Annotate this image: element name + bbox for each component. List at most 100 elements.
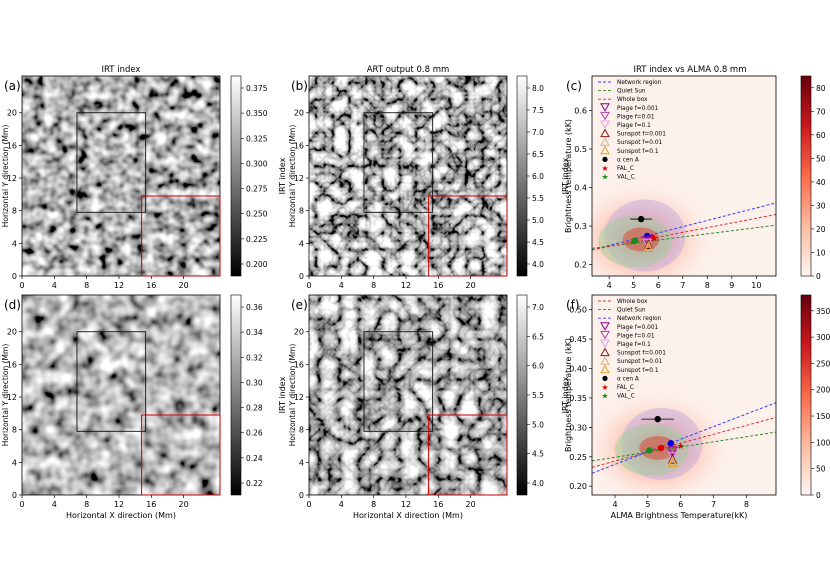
legend-swatch [600,322,610,331]
xtick-label: 20 [466,281,476,290]
density-layer [592,179,719,276]
colorbar-d [230,294,242,496]
colorbar-tick-label: 250 [816,359,830,368]
legend-entry: Sunspot f=0.001 [617,132,666,138]
legend-entry: α cen A [617,376,639,382]
xtick-label: 0 [19,500,24,509]
xtick-label: 8 [84,281,89,290]
ytick-label: 12 [294,393,304,402]
panel-d: 0 4 8 12 16 20 0 4 8 12 16 20 (d) Horizontal Y direct… [1,294,287,520]
xtick-label: 0 [306,281,311,290]
map-image-d [22,295,220,495]
point-val-c: ★ [628,238,636,248]
xtick-label: 4 [612,500,617,509]
point-sunspot-f-0-001 [667,453,678,464]
ytick-label: 16 [7,360,17,369]
legend-swatch [600,330,610,340]
point-fal-c: ★ [677,442,685,452]
legend-swatch [600,339,610,349]
ytick-label: 0.4 [574,184,587,193]
colorbar-tick-label: 0.34 [246,328,263,337]
ytick-label: 0.30 [569,423,587,432]
fit-line-network-region [592,202,776,251]
ytick-label: 0.6 [574,107,587,116]
legend-entry: Plage f=0.001 [617,106,659,112]
xtick-label: 6 [678,500,683,509]
axes-frame-a [21,75,221,277]
xtick-label: 16 [433,500,443,509]
point-plage-f-0-001 [667,446,678,457]
xtick-label: 20 [179,281,189,290]
colorbar-f [800,294,812,496]
ytick-label: 8 [299,207,304,216]
colorbar-tick-label: 4.5 [532,450,544,459]
colorbar-tick-label: 0.250 [246,210,268,219]
ytick-label: 4 [299,239,304,248]
legend-entry: Whole box [617,97,648,103]
point-fal-c: ★ [651,234,659,244]
xtick-label: 12 [114,500,124,509]
ytick-label: 4 [12,458,17,467]
panel-e: 0 4 8 12 16 20 0 4 8 12 16 20 (e) Horizontal Y direct… [288,294,573,520]
ytick-label: 0 [299,272,304,281]
point-plage-f-0-1 [667,452,678,462]
colorbar-tick-label: 6.0 [532,362,544,371]
xtick-label: 8 [744,500,749,509]
xtick-label: 4 [607,281,612,290]
ytick-label: 16 [294,141,304,150]
y-axis-label: Horizontal Y direction (Mm) [1,344,10,447]
panel-title: IRT index [102,65,141,75]
map-image-b [309,76,507,276]
axes-frame-e [308,294,508,496]
xtick-label: 10 [751,281,761,290]
colorbar-tick-label: 300 [816,333,830,342]
ytick-label: 8 [299,426,304,435]
colorbar-tick-label: 30 [816,201,826,210]
ytick-label: 12 [7,393,17,402]
ytick-label: 8 [12,207,17,216]
legend-swatch [600,145,610,155]
colorbar-tick-label: 7.0 [532,128,544,137]
colorbar-tick-label: 6.5 [532,150,544,159]
legend-entry: FAL_C [617,385,634,391]
colorbar-tick-label: 6.0 [532,172,544,181]
point-plage-f-0-001 [642,236,653,246]
panel-title: IRT index vs ALMA 0.8 mm [634,65,747,75]
colorbar-tick-label: 4.0 [532,479,544,488]
axes-frame-f [591,294,777,496]
region-mean-marker [657,444,665,452]
colorbar-label: Brightness temperature (kK) [564,119,573,233]
colorbar-tick-label: 0.350 [246,109,268,118]
colorbar-tick-label: 0.36 [246,303,263,312]
network-region-box-b [363,112,434,213]
panel-f: ★★4 5 6 7 80.200.250.300.350.400.450.50Whole… [561,294,830,520]
colorbar-tick-label: 200 [816,386,830,395]
region-mean-marker [646,447,653,454]
colorbar-tick-label: 0.32 [246,353,263,362]
ytick-label: 4 [12,239,17,248]
ytick-label: 20 [7,109,17,118]
x-axis-label: Horizontal X direction (Mm) [66,511,176,520]
xtick-label: 6 [656,281,661,290]
legend-entry: Network region [617,80,662,86]
colorbar-tick-label: 5.0 [532,216,544,225]
colorbar-label: IRT index [278,376,287,413]
legend-swatch [602,375,608,381]
point-sunspot-f-0-001 [643,239,654,249]
panel-letter: (f) [566,298,580,312]
axes-frame-b [308,75,508,277]
quiet-sun-box-e [428,414,508,496]
panel-letter: (a) [4,79,21,93]
legend: Network region Quiet Sun Whole box Plage f=… [598,80,666,182]
xtick-label: 7 [711,500,716,509]
legend-swatch: ★ [601,164,608,173]
colorbar-tick-label: 0 [816,272,821,281]
ytick-label: 12 [7,174,17,183]
xtick-label: 12 [401,500,411,509]
colorbar-label: Brightness temperature (kK) [564,338,573,452]
colorbar-tick-label: 7.0 [532,303,544,312]
colorbar-tick-label: 4.0 [532,260,544,269]
quiet-sun-box-a [141,195,221,277]
ytick-label: 12 [294,174,304,183]
xtick-label: 0 [306,500,311,509]
